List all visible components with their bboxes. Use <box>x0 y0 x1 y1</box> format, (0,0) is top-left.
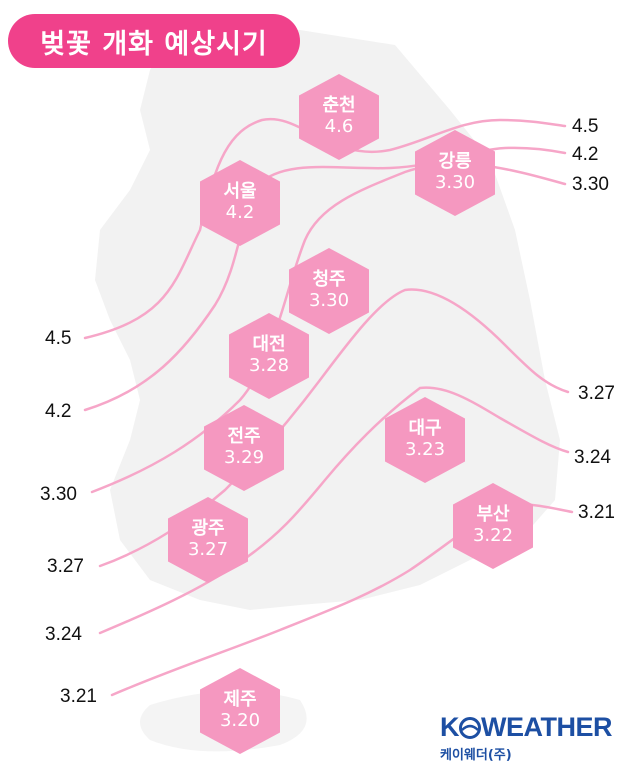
logo-mark-icon <box>459 717 481 739</box>
logo-company-name: 케이웨더(주) <box>440 748 512 763</box>
isoline-label-right-3-30: 3.30 <box>572 174 609 195</box>
isoline-label-right-4-5: 4.5 <box>572 116 599 137</box>
city-name: 대구 <box>408 418 442 440</box>
city-marker-gangneung: 강릉 3.30 <box>415 130 495 216</box>
isoline-label-left-3-21: 3.21 <box>60 686 97 707</box>
isoline-label-left-4-5: 4.5 <box>45 328 72 349</box>
city-name: 부산 <box>476 504 510 526</box>
city-name: 대전 <box>252 334 286 356</box>
city-date: 3.30 <box>308 290 350 311</box>
isoline-label-left-3-27: 3.27 <box>47 556 84 577</box>
logo-word-weather: WEATHER <box>481 712 613 742</box>
city-name: 춘천 <box>322 95 356 117</box>
isoline-label-right-3-24: 3.24 <box>574 447 611 468</box>
isoline-label-left-3-24: 3.24 <box>45 624 82 645</box>
city-marker-daejeon: 대전 3.28 <box>229 313 309 399</box>
city-date: 3.23 <box>404 439 446 460</box>
city-date: 3.30 <box>434 172 476 193</box>
isoline-4-5 <box>83 117 567 340</box>
kweather-logo: K WEATHER 케이웨더(주) <box>440 712 640 772</box>
title-pill: 벚꽃 개화 예상시기 <box>8 14 300 68</box>
isoline-label-right-4-2: 4.2 <box>572 144 599 165</box>
city-date: 4.2 <box>225 202 255 223</box>
isoline-label-left-4-2: 4.2 <box>45 401 72 422</box>
city-marker-daegu: 대구 3.23 <box>385 397 465 483</box>
isoline-label-right-3-21: 3.21 <box>578 502 615 523</box>
city-date: 3.27 <box>187 539 229 560</box>
city-date: 3.22 <box>472 525 514 546</box>
city-date: 4.6 <box>324 116 354 137</box>
isoline-4-2 <box>83 146 567 412</box>
city-name: 전주 <box>227 426 261 448</box>
city-name: 제주 <box>223 689 257 711</box>
isoline-label-right-3-27: 3.27 <box>578 383 615 404</box>
logo-wordmark: K WEATHER <box>440 712 613 743</box>
logo-letter-k: K <box>440 712 460 742</box>
city-name: 강릉 <box>438 151 472 173</box>
city-date: 3.28 <box>248 355 290 376</box>
city-name: 서울 <box>223 181 257 203</box>
isoline-label-left-3-30: 3.30 <box>40 484 77 505</box>
city-marker-chuncheon: 춘천 4.6 <box>299 74 379 160</box>
city-marker-jeonju: 전주 3.29 <box>204 405 284 491</box>
city-date: 3.20 <box>219 710 261 731</box>
city-name: 광주 <box>191 518 225 540</box>
city-marker-cheongju: 청주 3.30 <box>289 248 369 334</box>
page-title: 벚꽃 개화 예상시기 <box>40 28 268 60</box>
city-date: 3.29 <box>223 447 265 468</box>
city-name: 청주 <box>312 269 346 291</box>
